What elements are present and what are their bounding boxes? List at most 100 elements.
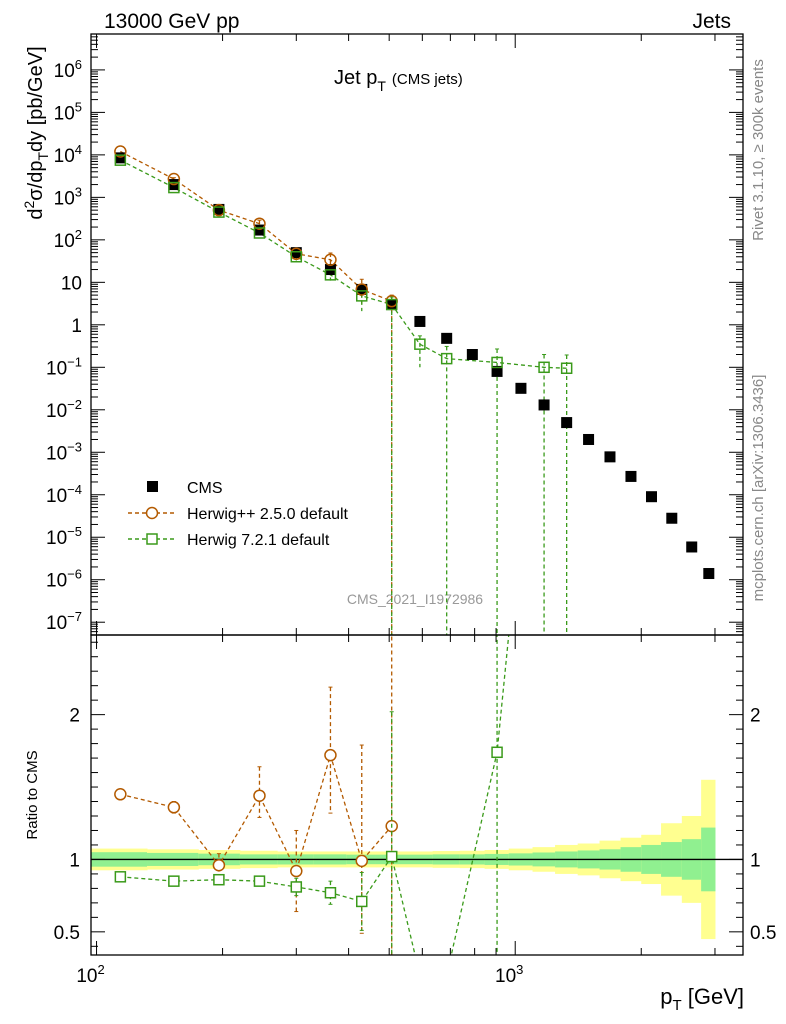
herwig7-point — [440, 352, 453, 365]
cms-point — [253, 224, 265, 236]
ratio-panel-ticks — [91, 635, 743, 955]
cms-point — [466, 349, 478, 361]
x-axis-label-main: p — [660, 984, 672, 1009]
herwig7-point — [491, 356, 503, 369]
herwig7-point — [114, 154, 127, 166]
herwig7-point — [324, 269, 337, 281]
herwig7-point — [290, 251, 303, 263]
legend: CMS Herwig++ 2.5.0 default Herwig 7.2.1 … — [128, 480, 349, 549]
plot-title: Jet pT (CMS jets) — [334, 67, 463, 94]
ratio-y-axis-label: Ratio to CMS — [24, 750, 41, 839]
legend-cms-marker — [147, 481, 158, 492]
cms-point — [386, 299, 398, 311]
y-tick-label-base: 10 — [46, 486, 67, 507]
y-tick-label-base: 10 — [54, 188, 75, 209]
ratio-y-tick-label-right: 0.5 — [750, 923, 776, 944]
herwigpp-ratio-line — [120, 752, 393, 873]
cms-point — [583, 433, 595, 445]
herwig7-point — [414, 338, 426, 350]
y-tick-label-base: 10 — [61, 273, 82, 294]
herwigpp-ratio-point — [253, 789, 266, 802]
y-tick-label-exponent: −6 — [67, 567, 82, 582]
herwig7-point — [213, 206, 225, 218]
herwigpp-point — [253, 217, 266, 230]
herwigpp-point — [167, 172, 181, 186]
y-tick-label-exponent: 3 — [75, 184, 82, 199]
cms-point — [290, 247, 302, 259]
ratio-y-tick-label-right: 2 — [750, 706, 761, 727]
herwigpp-ratio-point — [114, 788, 127, 801]
legend-item-herwigpp: Herwig++ 2.5.0 default — [128, 506, 349, 523]
cms-point — [491, 365, 503, 377]
herwig7-ratio-point — [385, 850, 398, 863]
herwig7-ratio-point — [253, 875, 266, 887]
legend-herwig7-marker — [146, 533, 158, 545]
analysis-watermark: CMS_2021_I1972986 — [347, 591, 483, 607]
cms-point — [686, 541, 698, 553]
y-axis-label: d2σ/dpTdy [pb/GeV] — [21, 46, 51, 219]
main-panel-ticks — [91, 33, 743, 636]
main-panel: 10−710−610−510−410−310−210−1110102103104… — [21, 33, 744, 636]
y-tick-label: 106 — [54, 57, 82, 82]
herwig7-ratio-point — [356, 895, 368, 908]
y-tick-label: 1 — [71, 316, 82, 337]
herwig7-point — [538, 361, 550, 374]
herwigpp-point — [324, 253, 337, 266]
cms-point — [625, 470, 637, 482]
plot-title-sub: T — [377, 78, 386, 94]
herwigpp-ratio-point — [324, 748, 337, 762]
y-tick-label-exponent: −2 — [67, 397, 82, 412]
herwig7-ratio-point — [213, 873, 225, 886]
x-axis-label-unit: [GeV] — [682, 984, 744, 1009]
herwig7-point — [560, 362, 573, 374]
cms-point — [356, 283, 368, 295]
x-tick-label: 103 — [495, 962, 523, 987]
herwigpp-point — [355, 283, 369, 296]
y-axis-label-sub: T — [35, 152, 51, 161]
herwig7-ratio-point — [290, 881, 303, 893]
y-axis-label-sigma: σ/dp — [25, 161, 47, 201]
y-tick-label: 10−2 — [46, 397, 82, 422]
ratio-y-tick-label-right: 1 — [750, 850, 761, 871]
legend-herwigpp-marker — [145, 506, 159, 520]
y-tick-label: 10−3 — [46, 439, 82, 464]
y-tick-label: 10−7 — [46, 609, 82, 634]
y-tick-label-exponent: 4 — [75, 142, 82, 157]
ratio-panel: 0.5 0.51 12 2 102 103 Ratio to CMS pT [GeV] — [24, 275, 777, 1014]
cms-point — [538, 399, 550, 411]
y-tick-label-base: 10 — [46, 571, 67, 592]
ratio-y-tick-label: 1 — [69, 850, 80, 871]
ratio-y-tick-labels: 0.5 0.5 1 1 2 2 — [54, 706, 777, 944]
x-tick-labels: 102 103 — [76, 962, 523, 987]
ratio-panel-data — [114, 275, 549, 980]
herwig7-point — [356, 290, 368, 302]
y-tick-label-base: 10 — [54, 146, 75, 167]
cms-point — [515, 382, 527, 394]
legend-item-cms: CMS — [147, 480, 223, 497]
y-tick-label: 10−4 — [46, 482, 82, 507]
main-panel-data — [114, 145, 715, 635]
y-axis-label-sup: 2 — [21, 201, 37, 209]
rivet-version-label: Rivet 3.1.10, ≥ 300k events — [750, 59, 767, 241]
y-tick-label: 10−6 — [46, 567, 82, 592]
cms-point — [604, 451, 616, 463]
main-panel-y-tick-labels: 10−710−610−510−410−310−210−1110102103104… — [46, 57, 82, 634]
herwig7-ratio-point — [324, 886, 337, 899]
y-tick-label: 102 — [54, 227, 82, 252]
herwig7-ratio-point — [415, 970, 425, 980]
x-axis-label: pT [GeV] — [660, 984, 744, 1014]
y-axis-label-rest: dy [pb/GeV] — [25, 46, 47, 152]
cms-point — [666, 512, 678, 524]
header-category: Jets — [692, 10, 731, 33]
y-tick-label-base: 10 — [54, 103, 75, 124]
y-tick-label: 105 — [54, 99, 82, 124]
y-tick-label: 10−5 — [46, 524, 82, 549]
cms-point — [213, 203, 225, 215]
cms-point — [114, 152, 126, 164]
herwig7-ratio-point — [442, 970, 452, 980]
y-tick-label-base: 10 — [46, 401, 67, 422]
y-tick-label-base: 10 — [46, 443, 67, 464]
herwig7-ratio-point — [539, 275, 549, 285]
herwig7-ratio-point — [491, 746, 503, 759]
cms-point — [414, 315, 426, 327]
